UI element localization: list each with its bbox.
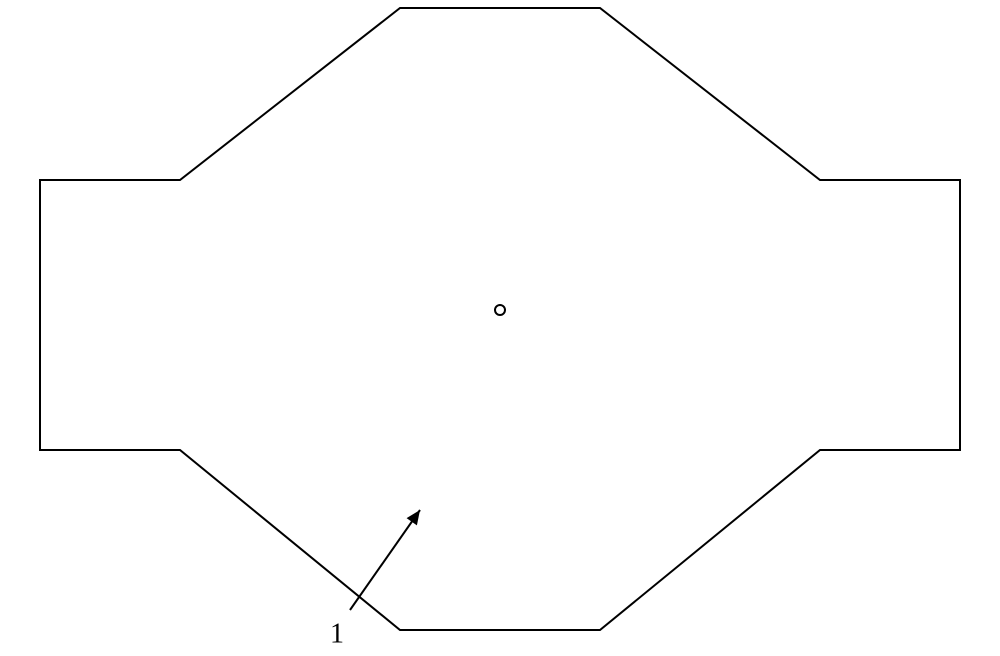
callout-arrow-line (350, 510, 420, 610)
diagram-canvas: 1 (0, 0, 1000, 656)
callout-label: 1 (330, 618, 344, 649)
callout-arrow (350, 510, 420, 610)
component-outline (40, 8, 960, 630)
center-hole (495, 305, 505, 315)
callout-arrow-head (407, 510, 420, 525)
